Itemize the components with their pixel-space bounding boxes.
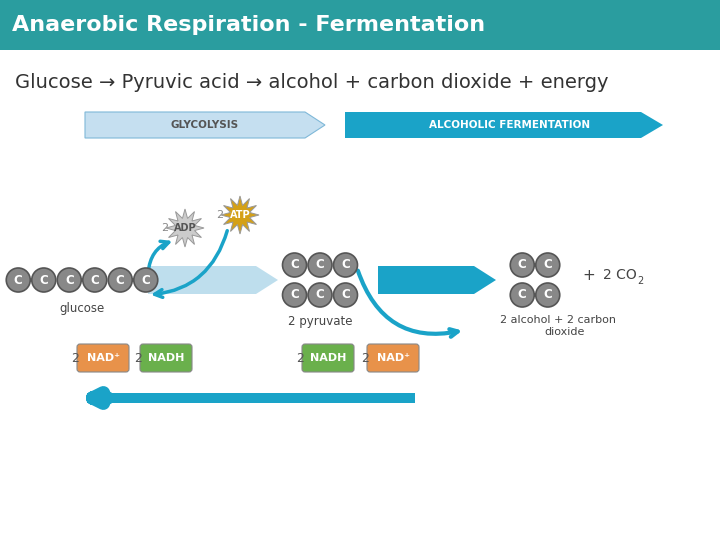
Text: 2: 2 xyxy=(637,276,643,286)
Text: NADH: NADH xyxy=(148,353,184,363)
Text: GLYCOLYSIS: GLYCOLYSIS xyxy=(171,120,239,130)
Circle shape xyxy=(58,268,81,292)
Circle shape xyxy=(308,253,332,277)
Text: C: C xyxy=(315,259,325,272)
Bar xyxy=(87,393,415,403)
Text: NAD⁺: NAD⁺ xyxy=(86,353,120,363)
Text: +: + xyxy=(582,267,595,282)
Text: 2: 2 xyxy=(71,352,79,365)
Circle shape xyxy=(134,268,158,292)
Circle shape xyxy=(510,253,534,277)
Text: glucose: glucose xyxy=(59,302,104,315)
Text: 2 pyruvate: 2 pyruvate xyxy=(288,315,352,328)
Circle shape xyxy=(6,268,30,292)
Text: C: C xyxy=(290,259,299,272)
Text: C: C xyxy=(40,273,48,287)
FancyArrow shape xyxy=(148,266,278,294)
Text: 2 alcohol + 2 carbon: 2 alcohol + 2 carbon xyxy=(500,315,616,325)
Text: 2 CO: 2 CO xyxy=(603,268,636,282)
FancyBboxPatch shape xyxy=(140,344,192,372)
Bar xyxy=(0,0,720,50)
Text: C: C xyxy=(141,273,150,287)
Text: 2: 2 xyxy=(296,352,304,365)
Circle shape xyxy=(510,283,534,307)
FancyBboxPatch shape xyxy=(367,344,419,372)
Text: 2: 2 xyxy=(361,352,369,365)
Text: dioxide: dioxide xyxy=(545,327,585,337)
Circle shape xyxy=(83,268,107,292)
Text: 2: 2 xyxy=(217,210,224,220)
Text: C: C xyxy=(290,288,299,301)
Text: C: C xyxy=(341,259,350,272)
Text: ADP: ADP xyxy=(174,223,197,233)
FancyArrow shape xyxy=(345,112,663,138)
Text: Glucose → Pyruvic acid → alcohol + carbon dioxide + energy: Glucose → Pyruvic acid → alcohol + carbo… xyxy=(15,72,608,91)
FancyBboxPatch shape xyxy=(77,344,129,372)
FancyBboxPatch shape xyxy=(302,344,354,372)
Text: C: C xyxy=(91,273,99,287)
Circle shape xyxy=(108,268,132,292)
Text: 2: 2 xyxy=(134,352,142,365)
Circle shape xyxy=(333,253,358,277)
Circle shape xyxy=(536,283,559,307)
Circle shape xyxy=(282,253,307,277)
Text: C: C xyxy=(315,288,325,301)
Text: ALCOHOLIC FERMENTATION: ALCOHOLIC FERMENTATION xyxy=(429,120,590,130)
Text: C: C xyxy=(65,273,73,287)
Circle shape xyxy=(333,283,358,307)
Text: NAD⁺: NAD⁺ xyxy=(377,353,410,363)
FancyArrow shape xyxy=(378,266,496,294)
Text: NADH: NADH xyxy=(310,353,346,363)
Circle shape xyxy=(32,268,55,292)
Text: C: C xyxy=(116,273,125,287)
Text: C: C xyxy=(14,273,22,287)
Text: ATP: ATP xyxy=(230,210,251,220)
Circle shape xyxy=(308,283,332,307)
FancyArrow shape xyxy=(85,112,325,138)
Text: 2: 2 xyxy=(161,223,168,233)
Polygon shape xyxy=(166,209,204,247)
Polygon shape xyxy=(221,196,259,234)
Circle shape xyxy=(282,283,307,307)
Text: C: C xyxy=(341,288,350,301)
Circle shape xyxy=(536,253,559,277)
Text: C: C xyxy=(544,288,552,301)
Text: C: C xyxy=(518,259,526,272)
Text: Anaerobic Respiration - Fermentation: Anaerobic Respiration - Fermentation xyxy=(12,15,485,35)
Text: C: C xyxy=(518,288,526,301)
Text: C: C xyxy=(544,259,552,272)
